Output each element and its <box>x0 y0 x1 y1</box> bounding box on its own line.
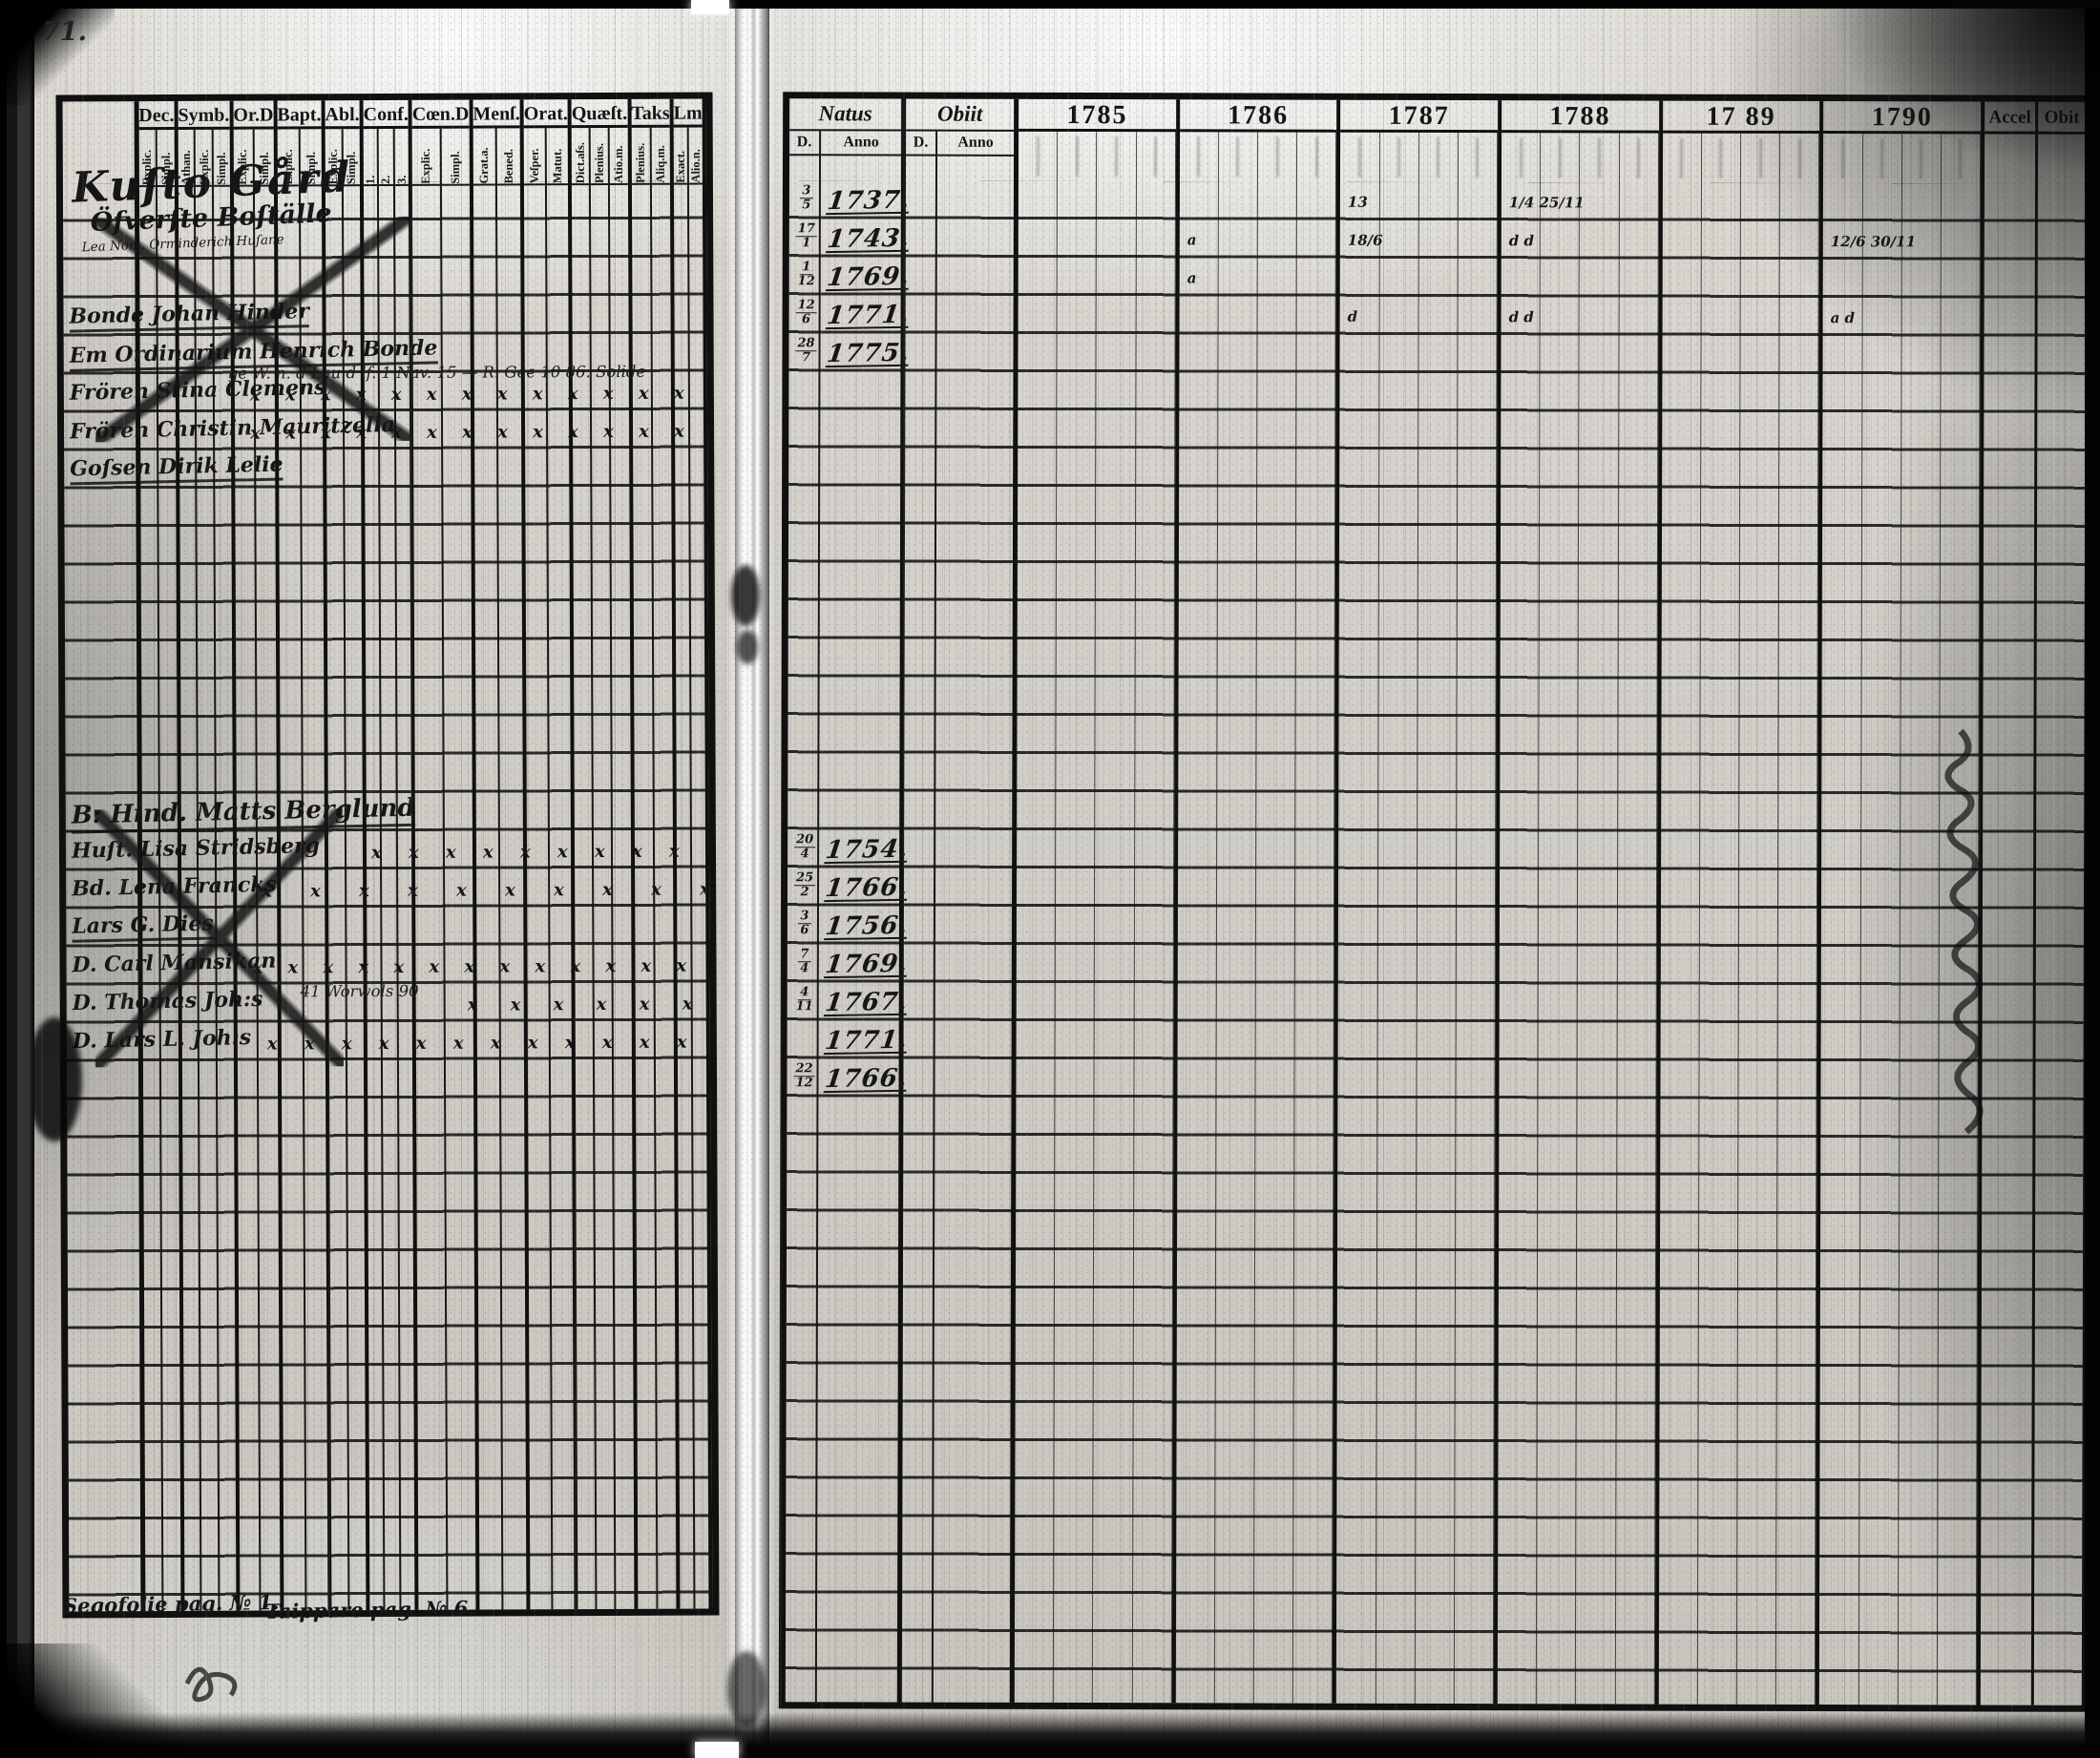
attendance-x-marks: x x x x x x x x x x x x x x x x x <box>370 841 705 864</box>
natus-year: 1766. <box>823 1063 910 1095</box>
gutter-fold-line <box>752 0 755 1758</box>
film-corner-shadow-top-left <box>0 0 115 105</box>
communion-mark: d <box>1347 307 1358 325</box>
month-denominator: 12 <box>797 273 815 288</box>
strikethrough-cross-upper <box>94 216 411 443</box>
natus-day: 17 1 <box>790 221 823 250</box>
margin-ink-blot <box>27 1017 82 1141</box>
film-corner-shadow-top-right <box>1814 0 2100 181</box>
register-entry-name: Goſsen Dirik Lelie <box>69 451 284 486</box>
month-denominator: 6 <box>802 311 811 326</box>
left-register-table: Dec. Explic. Simpl. Symb. Athan. Explic. Simpl… <box>55 92 720 1619</box>
natus-year: 1756. <box>823 910 911 942</box>
page-number: 71. <box>42 17 87 47</box>
month-denominator: 5 <box>802 197 811 212</box>
right-register-page: Natus D. Anno Obiit D. Ann <box>769 6 2093 1752</box>
month-denominator: 1 <box>802 235 811 250</box>
natus-year: 1771. <box>825 300 913 331</box>
natus-year: 1769. <box>823 949 911 980</box>
day-numerator: 20 <box>794 832 816 848</box>
communion-mark: a <box>1186 231 1197 249</box>
day-numerator: 7 <box>798 947 811 962</box>
film-edge-top <box>0 0 2100 9</box>
natus-year: 1775. <box>825 338 912 369</box>
natus-year: 1771. <box>823 1025 911 1057</box>
communion-mark: d d <box>1508 232 1535 250</box>
natus-day: 12 6 <box>790 298 823 326</box>
month-denominator: 4 <box>800 846 809 861</box>
right-entries-layer: 3 5 1737. 17 1 1743. 1 12 1769. 12 6 1771. 28 7 1775. 2… <box>786 98 2086 1706</box>
month-denominator: 7 <box>801 349 811 365</box>
natus-year: 1769. <box>825 262 913 293</box>
day-numerator: 28 <box>795 336 817 351</box>
month-denominator: 11 <box>795 998 813 1014</box>
communion-mark: a d <box>1830 309 1856 327</box>
page-gutter <box>725 0 775 1758</box>
margin-handwriting <box>1944 728 1984 1135</box>
natus-year: 1766. <box>824 872 911 904</box>
attendance-x-marks: x x x x x x x x x <box>467 994 706 1015</box>
footnote-taippare: Taippare pag. № 6. <box>264 1596 475 1623</box>
natus-day: 1 12 <box>790 260 823 288</box>
natus-day: 22 12 <box>788 1061 820 1090</box>
day-numerator: 3 <box>800 183 813 199</box>
natus-day: 20 4 <box>788 832 821 861</box>
month-denominator: 4 <box>800 960 809 975</box>
communion-mark: 1/4 25/11 <box>1508 194 1585 212</box>
natus-day: 4 11 <box>788 985 821 1014</box>
communion-mark: 12/6 30/11 <box>1830 233 1917 251</box>
month-denominator: 2 <box>800 884 809 899</box>
communion-mark: d d <box>1508 308 1534 326</box>
film-edge-right <box>2085 0 2100 1758</box>
natus-day: 28 7 <box>789 336 822 365</box>
footnote-sego: Segofolie pag. № 1. <box>62 1590 280 1618</box>
month-denominator: 12 <box>795 1075 813 1090</box>
communion-mark: 13 <box>1347 193 1368 211</box>
day-numerator: 3 <box>798 909 811 924</box>
natus-year: 1754. <box>824 834 911 866</box>
gutter-ink-blot <box>731 565 760 626</box>
day-numerator: 12 <box>795 298 817 313</box>
communion-mark: 18/6 <box>1347 231 1383 249</box>
communion-mark: a <box>1186 269 1197 287</box>
day-numerator: 25 <box>793 870 816 886</box>
day-numerator: 1 <box>800 260 813 275</box>
film-sprocket-notch-top <box>691 0 729 14</box>
right-register-table: Natus D. Anno Obiit D. Ann <box>778 92 2093 1712</box>
strikethrough-cross-lower <box>94 808 344 1068</box>
month-denominator: 6 <box>800 922 809 937</box>
natus-day: 25 2 <box>788 870 821 899</box>
gutter-ink-blot <box>737 630 758 664</box>
film-edge-bottom <box>0 1712 2100 1758</box>
day-numerator: 22 <box>793 1061 815 1077</box>
natus-year: 1743. <box>825 223 913 255</box>
day-numerator: 17 <box>795 221 817 237</box>
natus-year: 1767. <box>823 987 911 1018</box>
film-sprocket-notch-bottom <box>695 1742 739 1758</box>
natus-year: 1737. <box>825 185 913 217</box>
film-corner-shadow-bottom-left <box>0 1643 210 1758</box>
left-register-page: Dec. Explic. Simpl. Symb. Athan. Explic. Simpl… <box>34 6 735 1752</box>
day-numerator: 4 <box>798 985 811 1000</box>
film-edge-left <box>0 0 34 1758</box>
